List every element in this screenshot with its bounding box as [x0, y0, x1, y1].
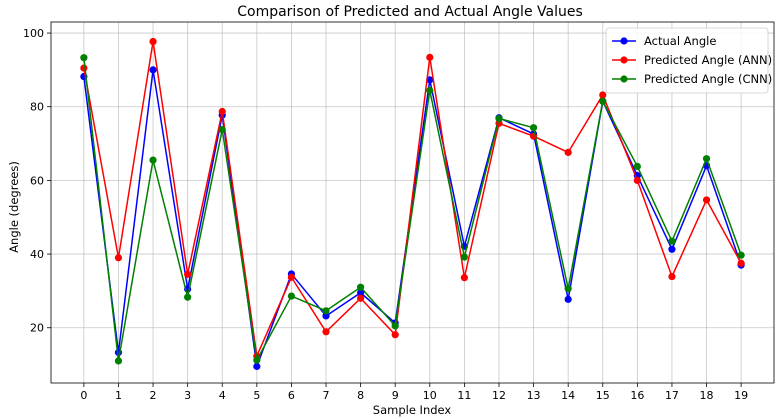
data-point — [114, 357, 123, 365]
x-tick-label: 14 — [561, 389, 575, 402]
data-point — [426, 53, 434, 61]
x-tick-label: 9 — [392, 389, 399, 402]
x-tick-label: 4 — [219, 389, 226, 402]
data-point — [460, 274, 468, 282]
data-point — [357, 289, 365, 297]
data-point — [426, 76, 434, 84]
x-axis-label: Sample Index — [373, 403, 452, 417]
x-tick-label: 5 — [253, 389, 260, 402]
series-3 — [80, 54, 745, 365]
data-point — [184, 293, 192, 301]
data-point — [564, 295, 572, 303]
data-point — [218, 107, 226, 116]
data-point — [633, 162, 641, 170]
series-line — [83, 57, 742, 362]
y-tick-label: 60 — [30, 174, 44, 187]
legend-item: Actual Angle — [612, 34, 716, 48]
legend-marker — [620, 56, 628, 64]
x-tick-label: 2 — [150, 389, 157, 402]
data-point — [668, 237, 676, 245]
x-tick-label: 8 — [357, 389, 364, 402]
data-point — [737, 259, 745, 267]
data-point — [357, 283, 365, 291]
x-tick-label: 19 — [734, 389, 748, 402]
data-point — [702, 155, 711, 163]
data-point — [702, 196, 711, 204]
legend-label: Actual Angle — [644, 34, 716, 48]
data-point — [80, 64, 88, 72]
series-line — [83, 40, 742, 357]
data-point — [564, 148, 572, 157]
data-point — [737, 251, 745, 259]
legend-label: Predicted Angle (CNN) — [644, 72, 772, 86]
x-tick-label: 3 — [184, 389, 191, 402]
series-layer — [80, 37, 745, 371]
legend: Actual Angle Predicted Angle (ANN) Predict… — [605, 27, 772, 94]
y-tick-label: 100 — [23, 27, 44, 40]
data-point — [460, 253, 468, 261]
x-tick-label: 6 — [288, 389, 295, 402]
data-point — [391, 322, 399, 330]
x-axis-ticks: 0 1 2 3 4 5 6 7 8 9 10 11 12 13 14 15 16 17 18 19 — [80, 383, 748, 402]
data-point — [184, 270, 192, 278]
data-point — [357, 294, 365, 302]
data-point — [80, 54, 88, 62]
legend-item: Predicted Angle (ANN) — [612, 53, 772, 67]
x-tick-label: 7 — [323, 389, 330, 402]
x-tick-label: 1 — [115, 389, 122, 402]
legend-box — [605, 27, 769, 94]
x-tick-label: 12 — [492, 389, 506, 402]
data-point — [599, 91, 607, 99]
plot-frame — [50, 21, 775, 384]
x-tick-label: 10 — [423, 389, 437, 402]
data-point — [218, 125, 226, 134]
data-point — [322, 312, 330, 320]
data-point — [529, 124, 538, 132]
data-point — [322, 307, 330, 315]
data-point — [149, 66, 157, 74]
data-point — [426, 86, 434, 95]
data-point — [564, 285, 572, 293]
data-point — [391, 331, 399, 339]
legend-marker — [620, 75, 628, 83]
x-tick-label: 18 — [700, 389, 714, 402]
x-tick-label: 11 — [457, 389, 471, 402]
series-line — [83, 69, 742, 368]
data-point — [633, 176, 641, 184]
data-point — [287, 273, 296, 281]
y-tick-label: 80 — [30, 101, 44, 114]
x-tick-label: 15 — [596, 389, 610, 402]
legend-marker — [620, 37, 628, 45]
legend-item: Predicted Angle (CNN) — [612, 72, 772, 86]
data-point — [149, 37, 157, 46]
x-tick-label: 13 — [527, 389, 541, 402]
data-point — [253, 356, 261, 364]
y-tick-label: 40 — [30, 248, 44, 261]
legend-label: Predicted Angle (ANN) — [644, 53, 772, 67]
data-point — [322, 328, 330, 336]
data-point — [253, 362, 261, 371]
chart-title: Comparison of Predicted and Actual Angle… — [237, 4, 583, 20]
data-point — [599, 97, 607, 105]
data-point — [287, 292, 296, 300]
data-point — [668, 272, 676, 281]
data-point — [114, 254, 123, 262]
x-tick-label: 16 — [630, 389, 644, 402]
y-tick-label: 20 — [30, 322, 44, 335]
y-axis-ticks: 20 40 60 80 100 — [23, 27, 51, 335]
data-point — [149, 156, 157, 164]
y-axis-label: Angle (degrees) — [7, 161, 21, 253]
grid — [51, 22, 774, 383]
x-tick-label: 17 — [665, 389, 679, 402]
data-point — [495, 114, 503, 123]
data-point — [668, 245, 676, 253]
x-tick-label: 0 — [80, 389, 87, 402]
